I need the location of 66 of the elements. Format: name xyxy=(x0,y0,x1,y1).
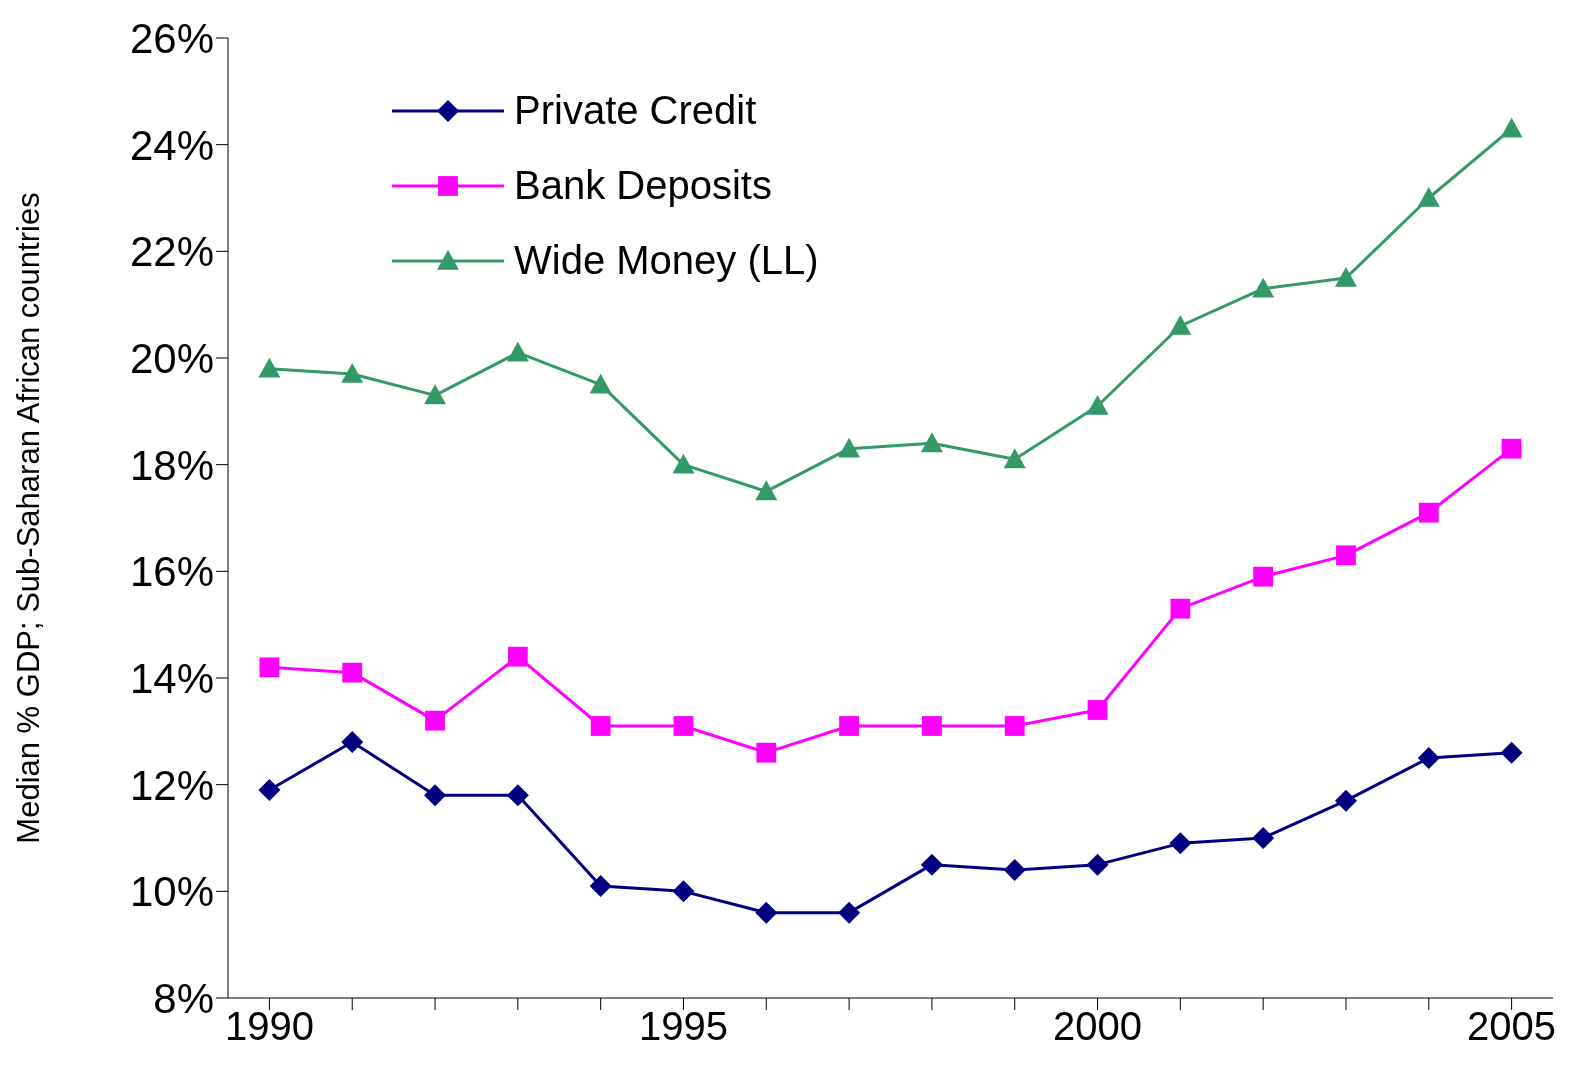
point xyxy=(1417,187,1440,207)
point xyxy=(341,363,364,383)
y-tick-label: 18% xyxy=(129,441,214,489)
point xyxy=(1501,438,1522,459)
point xyxy=(1086,395,1109,415)
point xyxy=(672,880,695,903)
point xyxy=(755,901,778,924)
legend-label: Wide Money (LL) xyxy=(514,238,819,283)
point xyxy=(1003,448,1026,469)
point xyxy=(1169,832,1192,855)
point xyxy=(1252,827,1275,849)
point xyxy=(342,662,363,683)
y-tick-label: 24% xyxy=(129,121,214,169)
point xyxy=(1087,700,1108,720)
point xyxy=(1086,853,1109,876)
point xyxy=(341,731,364,753)
point xyxy=(1500,117,1523,138)
y-tick-label: 22% xyxy=(129,228,214,276)
point xyxy=(507,646,528,667)
point xyxy=(673,716,694,736)
point xyxy=(1334,267,1357,287)
point xyxy=(756,742,777,763)
point xyxy=(425,710,445,731)
point xyxy=(424,784,447,807)
y-axis-title: Median % GDP; Sub-Saharan African countries xyxy=(11,192,47,844)
x-tick-label: 1990 xyxy=(224,1004,314,1049)
point xyxy=(506,341,529,362)
point xyxy=(920,432,943,453)
point xyxy=(589,875,612,897)
point xyxy=(672,453,695,474)
point xyxy=(922,716,942,736)
point xyxy=(424,384,447,405)
point xyxy=(920,853,943,876)
point xyxy=(1253,566,1274,587)
x-tick-label: 2005 xyxy=(1467,1004,1557,1049)
y-tick-label: 10% xyxy=(129,868,214,916)
y-tick-label: 8% xyxy=(153,974,214,1022)
y-tick-label: 16% xyxy=(129,548,214,596)
legend-label: Bank Deposits xyxy=(514,163,772,208)
point xyxy=(838,901,861,924)
x-tick-label: 2000 xyxy=(1053,1004,1143,1049)
y-tick-label: 12% xyxy=(129,761,214,809)
point xyxy=(838,437,861,458)
point xyxy=(1500,741,1523,764)
point xyxy=(1170,598,1191,619)
point xyxy=(506,784,529,807)
point xyxy=(589,373,612,394)
point xyxy=(258,779,281,801)
point xyxy=(1003,859,1026,881)
y-tick-label: 20% xyxy=(129,334,214,382)
point xyxy=(1252,277,1275,298)
point xyxy=(1418,502,1439,523)
x-tick-label: 1995 xyxy=(638,1004,728,1049)
point xyxy=(258,357,281,378)
point xyxy=(1334,789,1357,812)
point xyxy=(259,657,280,678)
point xyxy=(590,716,611,736)
y-tick-label: 26% xyxy=(129,14,214,62)
point xyxy=(755,480,778,501)
y-tick-label: 14% xyxy=(129,654,214,702)
point xyxy=(1004,716,1025,736)
point xyxy=(839,716,859,736)
point xyxy=(1169,315,1192,335)
legend-label: Private Credit xyxy=(514,88,757,133)
point xyxy=(1417,747,1440,769)
point xyxy=(1336,545,1356,566)
